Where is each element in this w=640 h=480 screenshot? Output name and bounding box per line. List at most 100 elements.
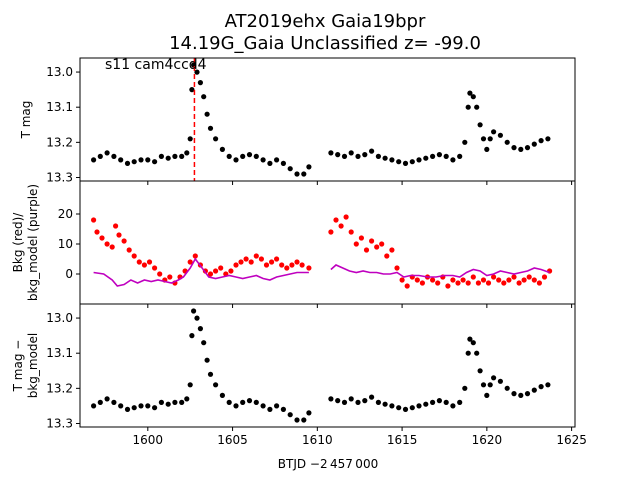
mag-point: [104, 150, 110, 156]
mag-point: [189, 333, 195, 339]
mag-point: [348, 396, 354, 402]
mag-point: [511, 391, 517, 397]
mag-point: [470, 94, 476, 100]
mag-point: [165, 155, 171, 161]
y-tick-label: 13.1: [46, 100, 73, 114]
mag-point: [487, 136, 493, 142]
mag-point: [104, 396, 110, 402]
mag-point: [240, 399, 246, 405]
bkg-point: [455, 280, 461, 286]
mag-point: [409, 405, 415, 411]
bkg-point: [470, 274, 476, 280]
bkg-point: [358, 235, 364, 241]
mag-point: [274, 403, 280, 409]
bkg-point: [353, 241, 359, 247]
mag-point: [201, 340, 207, 346]
panel-top: 13.0 13.1 13.2 13.3 T mag: [19, 57, 576, 185]
y-axis-label: bkg_model (purple): [26, 184, 40, 301]
mag-point: [416, 157, 422, 163]
bkg-point: [152, 265, 158, 271]
bkg-point: [480, 277, 487, 283]
bkg-point: [435, 280, 441, 286]
bkg-point: [430, 277, 436, 283]
mag-point: [484, 146, 490, 152]
mag-point: [335, 398, 341, 404]
mag-point: [497, 378, 503, 384]
mag-point: [474, 104, 480, 110]
panel-middle-frame: [79, 180, 576, 305]
mag-point: [443, 399, 449, 405]
mag-point: [301, 171, 307, 177]
bkg-point: [516, 280, 522, 286]
mag-point: [457, 399, 463, 405]
bkg-point: [187, 259, 193, 265]
mag-point: [145, 157, 151, 163]
mag-point: [396, 159, 402, 165]
mag-point: [194, 69, 200, 75]
bkg-point: [121, 238, 127, 244]
mag-point: [467, 90, 473, 96]
mag-point: [518, 392, 524, 398]
bkg-point: [253, 253, 259, 259]
mag-point: [306, 410, 312, 416]
mag-point: [267, 160, 273, 166]
bkg-point: [207, 271, 214, 277]
mag-point: [457, 153, 463, 159]
y-axis-label: bkg_model: [26, 333, 40, 399]
chart-title-line1: AT2019ehx Gaia19bpr: [225, 11, 426, 32]
bkg-model-line-0: [93, 257, 309, 287]
bkg-point: [369, 238, 375, 244]
x-tick-label: 1610: [302, 433, 333, 447]
bkg-point: [126, 247, 132, 253]
mag-point: [246, 398, 253, 404]
mag-point: [450, 403, 456, 409]
y-tick-label: 13.2: [46, 381, 73, 395]
mag-point: [341, 153, 348, 159]
bkg-point: [192, 253, 198, 259]
mag-point: [477, 368, 483, 374]
bkg-point: [547, 268, 553, 274]
mag-point: [491, 375, 497, 381]
y-tick-label: 13.3: [46, 170, 73, 184]
mag-point: [467, 336, 473, 342]
mag-point: [91, 403, 97, 409]
mag-point: [430, 399, 436, 405]
bkg-point: [445, 283, 451, 289]
mag-point: [191, 308, 197, 314]
mag-point: [233, 157, 239, 163]
bkg-point: [279, 262, 285, 268]
bkg-point: [343, 214, 349, 220]
y-tick-label: 0: [65, 267, 73, 281]
x-tick-label: 1625: [556, 433, 587, 447]
bkg-point: [99, 235, 105, 241]
mag-point: [409, 159, 415, 165]
bkg-point: [218, 265, 224, 271]
mag-point: [97, 153, 103, 159]
mag-point: [287, 412, 293, 418]
bkg-point: [338, 223, 344, 229]
bkg-point: [238, 259, 244, 265]
mag-point: [152, 159, 158, 165]
mag-point: [204, 357, 210, 363]
bkg-point: [374, 244, 380, 250]
mag-point: [465, 350, 471, 356]
x-tick-label: 1620: [472, 433, 503, 447]
mag-point: [287, 166, 293, 172]
mag-point: [207, 371, 214, 377]
bkg-point: [104, 241, 110, 247]
bkg-point: [248, 259, 254, 265]
bkg-point: [384, 253, 390, 259]
mag-point: [355, 399, 361, 405]
bkg-point: [450, 277, 456, 283]
mag-point: [511, 145, 517, 151]
bkg-point: [475, 280, 481, 286]
mag-point: [362, 152, 368, 158]
bkg-point: [213, 268, 219, 274]
mag-point: [226, 399, 232, 405]
mag-point: [145, 403, 151, 409]
panel-bottom-frame: [79, 303, 576, 428]
mag-point: [184, 150, 190, 156]
mag-point: [538, 138, 544, 144]
bkg-point: [328, 229, 334, 235]
